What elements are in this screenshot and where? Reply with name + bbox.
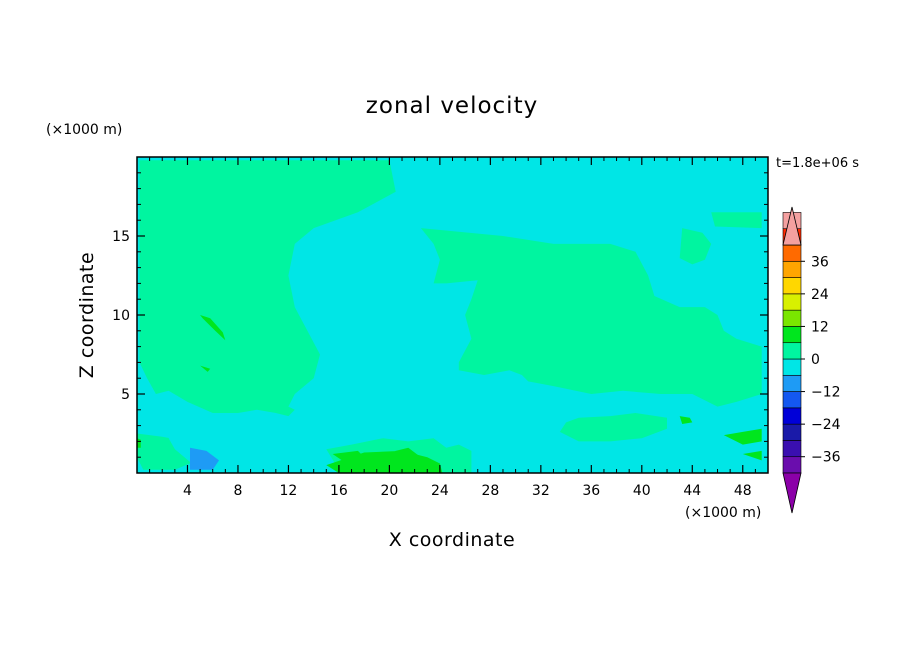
y-unit-label: (×1000 m) — [46, 122, 122, 138]
colorbar-swatch — [782, 456, 802, 474]
x-axis: 4 8 12 16 20 24 28 32 36 40 44 48 — [149, 157, 756, 499]
contour-region — [742, 450, 762, 461]
x-axis-label: X coordinate — [389, 529, 515, 551]
contour-region — [139, 160, 396, 417]
colorbar-swatch — [782, 326, 802, 344]
contour-region — [679, 416, 693, 424]
colorbar-tick-label: −36 — [811, 450, 841, 466]
colorbar-tick-label: −24 — [811, 417, 841, 433]
x-tick-label: 20 — [380, 483, 398, 499]
colorbar-tick-label: 0 — [811, 352, 820, 368]
contour-region — [137, 438, 141, 448]
colorbar-under-arrow — [782, 472, 802, 514]
x-tick-label: 12 — [280, 483, 298, 499]
contour-region — [420, 228, 762, 407]
y-tick-label: 10 — [112, 308, 130, 324]
colorbar-tick-label: 12 — [811, 319, 829, 335]
x-tick-label: 24 — [431, 483, 449, 499]
colorbar-swatch — [782, 391, 802, 409]
contour-region — [723, 428, 762, 445]
y-tick-label: 5 — [121, 387, 130, 403]
x-tick-label: 36 — [582, 483, 600, 499]
contour-region — [190, 447, 219, 470]
x-tick-label: 4 — [183, 483, 192, 499]
colorbar-tick-label: −12 — [811, 385, 841, 401]
x-unit-label: (×1000 m) — [685, 505, 761, 521]
colorbar-swatch — [782, 440, 802, 458]
x-tick-label: 44 — [683, 483, 701, 499]
chart-title: zonal velocity — [366, 93, 538, 119]
colorbar-swatch — [782, 358, 802, 376]
contour-region — [711, 212, 762, 229]
colorbar-over-arrow — [782, 206, 802, 246]
x-tick-label: 28 — [481, 483, 499, 499]
colorbar-tick-label: 24 — [811, 287, 829, 303]
time-label: t=1.8e+06 s — [776, 156, 859, 171]
contour-region — [648, 460, 680, 470]
x-tick-label: 16 — [330, 483, 348, 499]
colorbar-swatch — [782, 244, 802, 262]
contour-region — [200, 365, 211, 372]
y-axis-label: Z coordinate — [76, 252, 98, 378]
x-tick-label: 8 — [233, 483, 242, 499]
contour-region — [420, 397, 440, 407]
colorbar-swatch — [782, 407, 802, 425]
x-tick-label: 32 — [532, 483, 550, 499]
x-tick-label: 40 — [633, 483, 651, 499]
colorbar-swatch — [782, 342, 802, 360]
colorbar: 36 24 12 0 −12 −24 −36 — [782, 206, 841, 514]
contour-region — [332, 318, 434, 360]
colorbar-swatch — [782, 277, 802, 295]
contour-region — [332, 450, 371, 467]
y-axis: 5 10 15 — [112, 172, 768, 458]
contour-region — [383, 447, 428, 472]
plot-area — [136, 156, 769, 474]
contour-region — [559, 413, 667, 442]
colorbar-swatch — [782, 309, 802, 327]
colorbar-swatch — [782, 374, 802, 392]
colorbar-swatch — [782, 423, 802, 441]
x-tick-label: 48 — [734, 483, 752, 499]
contour-region — [200, 315, 226, 341]
colorbar-tick-label: 36 — [811, 254, 829, 270]
contour-region — [521, 413, 541, 437]
y-tick-label: 15 — [112, 229, 130, 245]
contour-region — [679, 228, 712, 265]
colorbar-swatch — [782, 293, 802, 311]
colorbar-swatch — [782, 260, 802, 278]
